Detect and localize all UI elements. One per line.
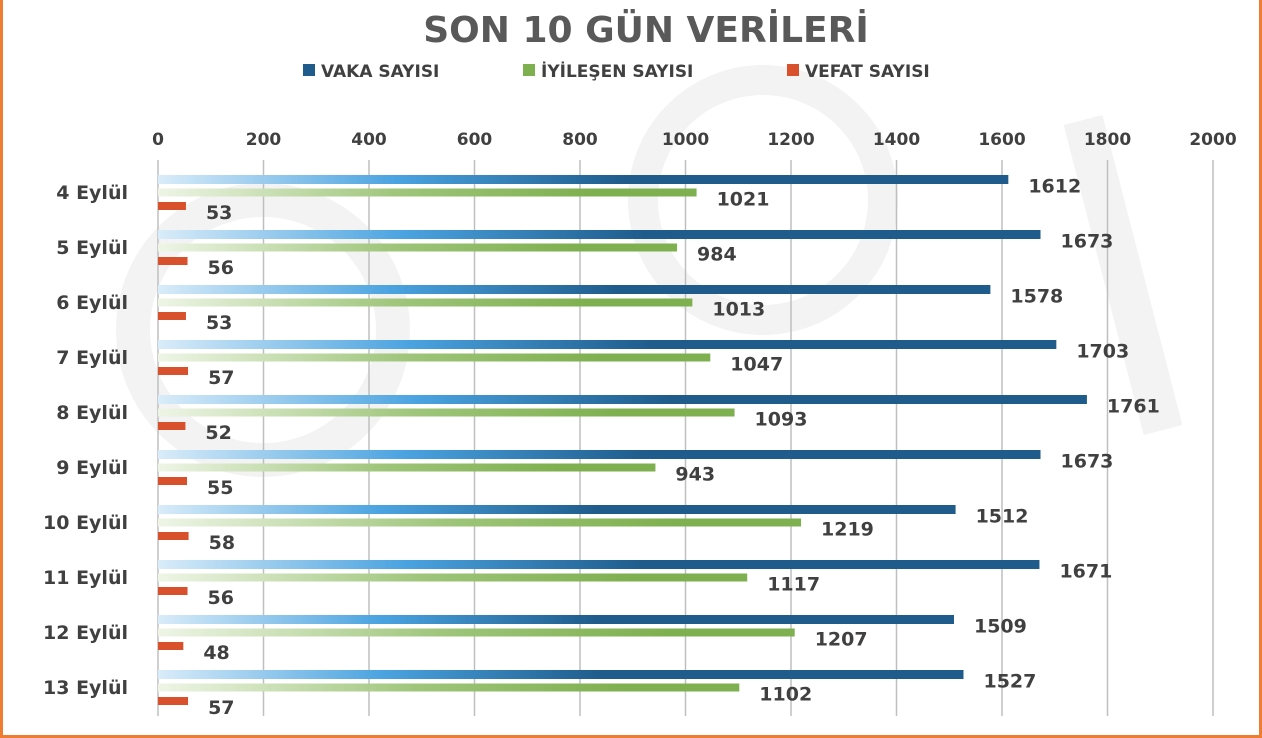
chart-title: SON 10 GÜN VERİLERİ <box>423 9 868 51</box>
y-category-label: 12 Eylül <box>43 622 128 644</box>
y-axis-category-labels: 4 Eylül 5 Eylül 6 Eylül 7 Eylül 8 Eylül 9 Eyl… <box>43 182 128 699</box>
data-label: 55 <box>207 477 233 499</box>
bar <box>158 175 1009 184</box>
legend-label: İYİLEŞEN SAYISI <box>541 60 693 82</box>
bar <box>158 463 656 472</box>
bar <box>158 408 735 417</box>
x-tick-label: 2000 <box>1189 130 1236 150</box>
x-tick-label: 600 <box>457 130 493 150</box>
data-label: 53 <box>206 312 232 334</box>
bar <box>158 367 189 375</box>
bar <box>158 353 711 362</box>
legend-item: VAKA SAYISI <box>303 62 439 82</box>
x-tick-label: 800 <box>562 130 598 150</box>
data-label: 984 <box>697 244 737 266</box>
y-category-label: 6 Eylül <box>56 292 128 314</box>
y-category-label: 10 Eylül <box>43 512 128 534</box>
data-label: 52 <box>205 422 231 444</box>
bar <box>158 243 678 252</box>
bar <box>158 683 740 692</box>
data-label: 1102 <box>759 684 812 706</box>
chart-canvas: SON 10 GÜN VERİLERİ VAKA SAYISI İYİLEŞEN … <box>43 9 1237 720</box>
data-label: 1703 <box>1076 341 1129 363</box>
bar <box>158 298 693 307</box>
data-label: 53 <box>206 202 232 224</box>
bar <box>158 560 1040 569</box>
bar <box>158 628 795 637</box>
data-label: 57 <box>208 697 234 719</box>
y-category-label: 8 Eylül <box>56 402 128 424</box>
bar <box>158 477 188 485</box>
x-tick-label: 1600 <box>978 130 1025 150</box>
data-label: 1047 <box>730 354 783 376</box>
x-tick-label: 0 <box>152 130 164 150</box>
bar <box>158 642 184 650</box>
bar <box>158 285 991 294</box>
bar <box>158 505 956 514</box>
data-label: 1207 <box>815 629 868 651</box>
bar <box>158 615 954 624</box>
data-labels: 1612 1021 53 1673 984 56 1578 1013 53 1703 1047 57 1… <box>203 176 1159 720</box>
x-tick-label: 1200 <box>767 130 814 150</box>
y-category-label: 9 Eylül <box>56 457 128 479</box>
bar <box>158 257 188 265</box>
bar <box>158 532 189 540</box>
legend-item: VEFAT SAYISI <box>787 62 930 82</box>
x-tick-label: 1800 <box>1084 130 1131 150</box>
bar <box>158 202 186 210</box>
data-label: 1021 <box>717 189 770 211</box>
data-label: 57 <box>208 367 234 389</box>
x-tick-label: 1400 <box>873 130 920 150</box>
bar <box>158 573 748 582</box>
y-category-label: 4 Eylül <box>56 182 128 204</box>
data-label: 48 <box>203 642 229 664</box>
legend-label: VEFAT SAYISI <box>805 62 930 82</box>
data-label: 1093 <box>755 409 808 431</box>
bar <box>158 422 186 430</box>
legend-item: İYİLEŞEN SAYISI <box>523 60 693 82</box>
data-label: 943 <box>675 464 715 486</box>
x-axis-tick-labels: 0 200 400 600 800 1000 1200 1400 1600 1800 2000 <box>152 130 1237 150</box>
legend-label: VAKA SAYISI <box>321 62 439 82</box>
legend: VAKA SAYISI İYİLEŞEN SAYISI VEFAT SAYISI <box>303 60 930 82</box>
data-label: 1509 <box>974 616 1027 638</box>
y-category-label: 13 Eylül <box>43 677 128 699</box>
data-label: 1761 <box>1107 396 1160 418</box>
bars <box>158 175 1087 705</box>
data-label: 1219 <box>821 519 874 541</box>
y-category-label: 11 Eylül <box>43 567 128 589</box>
x-tick-label: 400 <box>351 130 387 150</box>
data-label: 1671 <box>1059 561 1112 583</box>
legend-swatch <box>787 64 799 76</box>
bar <box>158 230 1041 239</box>
bar <box>158 450 1041 459</box>
legend-swatch <box>523 64 535 76</box>
bar <box>158 340 1057 349</box>
data-label: 1612 <box>1028 176 1081 198</box>
bar <box>158 587 188 595</box>
legend-swatch <box>303 64 315 76</box>
data-label: 1512 <box>976 506 1029 528</box>
bar <box>158 395 1087 404</box>
data-label: 58 <box>209 532 235 554</box>
bar <box>158 697 189 705</box>
data-label: 1013 <box>712 299 765 321</box>
x-tick-label: 1000 <box>662 130 709 150</box>
bar <box>158 312 186 320</box>
bar <box>158 518 802 527</box>
data-label: 56 <box>208 257 234 279</box>
bar <box>158 670 964 679</box>
data-label: 1578 <box>1010 286 1063 308</box>
bar <box>158 188 697 197</box>
y-category-label: 7 Eylül <box>56 347 128 369</box>
data-label: 56 <box>208 587 234 609</box>
data-label: 1117 <box>767 574 820 596</box>
data-label: 1527 <box>983 671 1036 693</box>
y-category-label: 5 Eylül <box>56 237 128 259</box>
x-tick-label: 200 <box>246 130 282 150</box>
data-label: 1673 <box>1061 451 1114 473</box>
data-label: 1673 <box>1061 231 1114 253</box>
